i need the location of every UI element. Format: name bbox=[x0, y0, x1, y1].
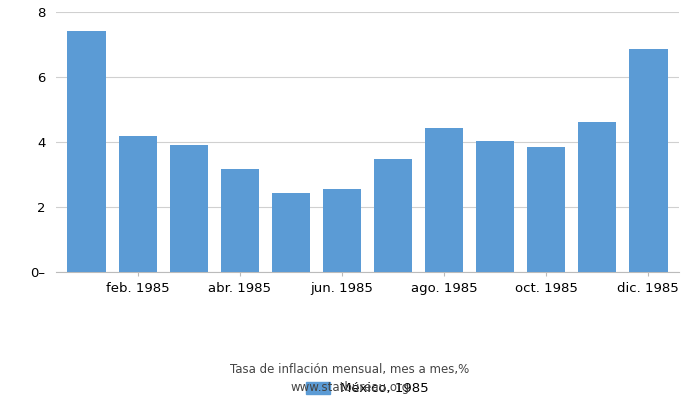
Bar bbox=[527, 147, 566, 272]
Bar bbox=[272, 193, 310, 272]
Bar bbox=[629, 49, 668, 272]
Bar bbox=[476, 141, 514, 272]
Bar bbox=[425, 128, 463, 272]
Text: Tasa de inflación mensual, mes a mes,%: Tasa de inflación mensual, mes a mes,% bbox=[230, 364, 470, 376]
Text: www.statbureau.org: www.statbureau.org bbox=[290, 381, 410, 394]
Bar bbox=[578, 122, 617, 272]
Bar bbox=[374, 158, 412, 272]
Bar bbox=[169, 144, 208, 272]
Bar bbox=[220, 169, 259, 272]
Bar bbox=[323, 189, 361, 272]
Bar bbox=[118, 136, 157, 272]
Legend: México, 1985: México, 1985 bbox=[301, 377, 434, 400]
Bar bbox=[67, 31, 106, 272]
